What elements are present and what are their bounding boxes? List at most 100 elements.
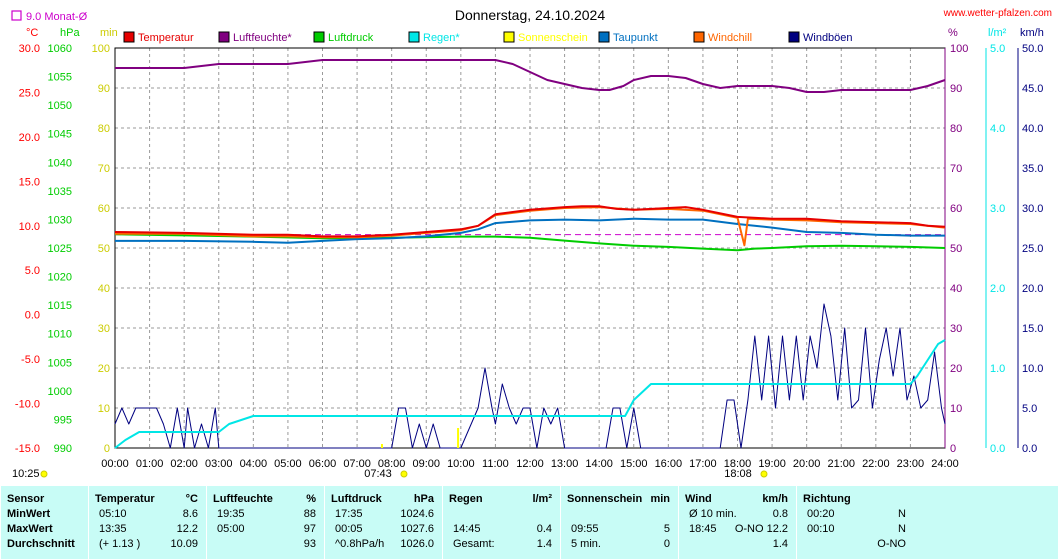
x-axis-tick: 21:00 <box>827 458 855 470</box>
legend-label: Windböen <box>803 32 853 44</box>
series-line-luftfeuchte <box>115 59 946 93</box>
left-axis-tick: 1035 <box>48 186 72 198</box>
chart-title: Donnerstag, 24.10.2024 <box>455 7 605 23</box>
right-axis-tick: 40.0 <box>1022 123 1043 135</box>
series-line-taupunkt <box>115 217 945 244</box>
series-line-temperatur <box>114 205 946 238</box>
stats-value: 88 <box>303 508 316 520</box>
stats-value: 1024.6 <box>400 508 434 520</box>
left-axis-tick: 1020 <box>48 272 72 284</box>
left-axis-tick: 1030 <box>48 214 72 226</box>
stats-unit: hPa <box>413 493 434 505</box>
left-axis-tick: 1050 <box>48 100 72 112</box>
left-axis-tick: 70 <box>98 163 110 175</box>
right-axis-tick: 45.0 <box>1022 83 1043 95</box>
x-axis-tick: 17:00 <box>689 458 717 470</box>
left-axis-unit: °C <box>26 27 38 39</box>
stats-header: Wind <box>685 493 712 505</box>
legend-label: Taupunkt <box>613 32 658 44</box>
stats-value: 1026.0 <box>400 538 434 550</box>
left-axis-tick: 20.0 <box>19 132 40 144</box>
left-axis-unit: min <box>100 27 118 39</box>
left-axis-tick: 20 <box>98 363 110 375</box>
stats-value: O-NO <box>877 538 906 550</box>
chart-background <box>0 0 1058 486</box>
stats-time: 05:00 <box>217 523 245 535</box>
x-axis-tick: 18:00 <box>724 458 752 470</box>
right-axis-tick: 80 <box>950 123 962 135</box>
right-axis-tick: 90 <box>950 83 962 95</box>
website-watermark[interactable]: www.wetter-pfalzen.com <box>943 8 1052 19</box>
stats-table: Sensor MinWert MaxWert Durchschnitt Temperat… <box>0 486 1058 559</box>
left-axis-tick: 1010 <box>48 329 72 341</box>
x-axis-tick: 12:00 <box>516 458 544 470</box>
stats-unit: °C <box>185 493 198 505</box>
stats-time: 17:35 <box>335 508 363 520</box>
left-axis-tick: 10 <box>98 403 110 415</box>
stats-unit: l/m² <box>532 493 552 505</box>
stats-row-label: MinWert <box>7 508 51 520</box>
right-axis-tick: 2.0 <box>990 283 1005 295</box>
x-axis-tick: 19:00 <box>758 458 786 470</box>
time-marker-label: 07:43 <box>364 468 392 480</box>
legend-swatch <box>218 31 230 43</box>
stats-header: Luftfeuchte <box>213 493 273 505</box>
stats-time: 18:45 <box>689 523 717 535</box>
sun-marker-dot <box>40 470 48 478</box>
right-axis-tick: 50 <box>950 243 962 255</box>
left-axis-tick: 15.0 <box>19 176 40 188</box>
series-line-regen <box>114 339 946 449</box>
right-axis-tick: 0.0 <box>1022 443 1037 455</box>
stats-unit: km/h <box>762 493 788 505</box>
legend-label: Windchill <box>708 32 752 44</box>
stats-unit: % <box>306 493 316 505</box>
stats-time: 00:10 <box>807 523 835 535</box>
stats-time: 09:55 <box>571 523 599 535</box>
stats-value: N <box>898 508 906 520</box>
left-axis-tick: 1000 <box>48 386 72 398</box>
stats-time: Gesamt: <box>453 538 495 550</box>
stats-value: 0 <box>663 538 670 550</box>
x-axis-tick: 09:00 <box>412 458 440 470</box>
right-axis-tick: 40 <box>950 283 962 295</box>
stats-value: 0.8 <box>772 508 788 520</box>
right-axis-unit: l/m² <box>988 27 1007 39</box>
left-axis-tick: 30.0 <box>19 43 40 55</box>
stats-time: 19:35 <box>217 508 245 520</box>
stats-row-label: Durchschnitt <box>7 538 75 550</box>
right-axis-tick: 50.0 <box>1022 43 1043 55</box>
legend-swatch <box>313 31 325 43</box>
stats-column <box>324 486 443 559</box>
stats-value: 1.4 <box>772 538 788 550</box>
stats-value: 10.09 <box>170 538 198 550</box>
x-axis-tick: 24:00 <box>931 458 959 470</box>
stats-header: Sonnenschein <box>567 493 643 505</box>
weather-chart: Donnerstag, 24.10.2024 www.wetter-pfalze… <box>0 0 1058 486</box>
x-axis-tick: 16:00 <box>655 458 683 470</box>
left-axis-tick: 25.0 <box>19 87 40 99</box>
stats-time: 14:45 <box>453 523 481 535</box>
stats-time: 00:20 <box>807 508 835 520</box>
stats-unit: min <box>650 493 670 505</box>
stats-header: Regen <box>449 493 483 505</box>
time-marker-label: 10:25 <box>12 468 40 480</box>
x-axis-tick: 15:00 <box>620 458 648 470</box>
stats-value: 8.6 <box>182 508 198 520</box>
stats-value: 97 <box>303 523 316 535</box>
legend-swatch <box>503 31 515 43</box>
left-axis-tick: 1015 <box>48 300 72 312</box>
right-axis-tick: 20.0 <box>1022 283 1043 295</box>
stats-time: 5 min. <box>571 538 601 550</box>
legend-label: Luftdruck <box>328 32 374 44</box>
stats-time: 00:05 <box>335 523 363 535</box>
left-axis-tick: -5.0 <box>21 354 40 366</box>
right-axis-unit: % <box>948 27 958 39</box>
left-axis-tick: 5.0 <box>25 265 40 277</box>
left-axis-tick: 0 <box>104 443 110 455</box>
legend-label: Temperatur <box>138 32 194 44</box>
stats-value: 1027.6 <box>400 523 434 535</box>
legend-label: Regen* <box>423 32 460 44</box>
legend-swatch <box>788 31 800 43</box>
stats-column <box>796 486 915 559</box>
stats-row-label: MaxWert <box>7 523 53 535</box>
